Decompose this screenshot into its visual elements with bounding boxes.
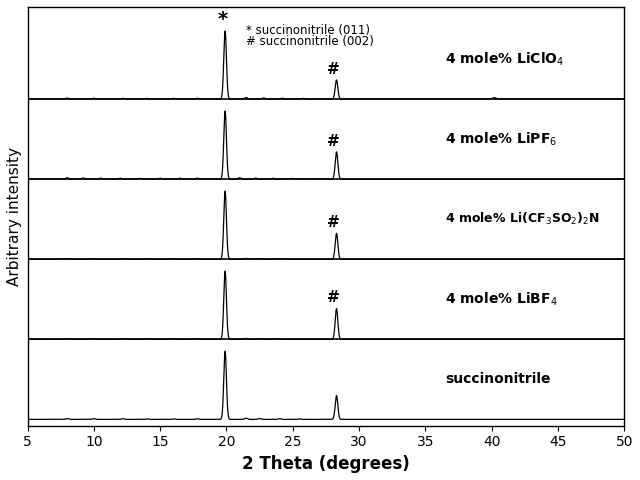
Text: #: # [328,134,340,149]
Text: 4 mole% LiPF$_6$: 4 mole% LiPF$_6$ [445,131,557,148]
Text: * succinonitrile (011): * succinonitrile (011) [246,24,371,36]
Text: # succinonitrile (002): # succinonitrile (002) [246,35,374,48]
Text: 4 mole% LiBF$_4$: 4 mole% LiBF$_4$ [445,290,558,308]
Text: #: # [328,290,340,305]
Text: #: # [328,62,340,77]
Text: #: # [328,215,340,230]
Y-axis label: Arbitrary intensity: Arbitrary intensity [7,147,22,286]
Text: 4 mole% Li(CF$_3$SO$_2$)$_2$N: 4 mole% Li(CF$_3$SO$_2$)$_2$N [445,211,600,227]
Text: 4 mole% LiClO$_4$: 4 mole% LiClO$_4$ [445,50,564,68]
Text: *: * [218,11,227,29]
X-axis label: 2 Theta (degrees): 2 Theta (degrees) [242,455,410,473]
Text: succinonitrile: succinonitrile [445,372,551,386]
